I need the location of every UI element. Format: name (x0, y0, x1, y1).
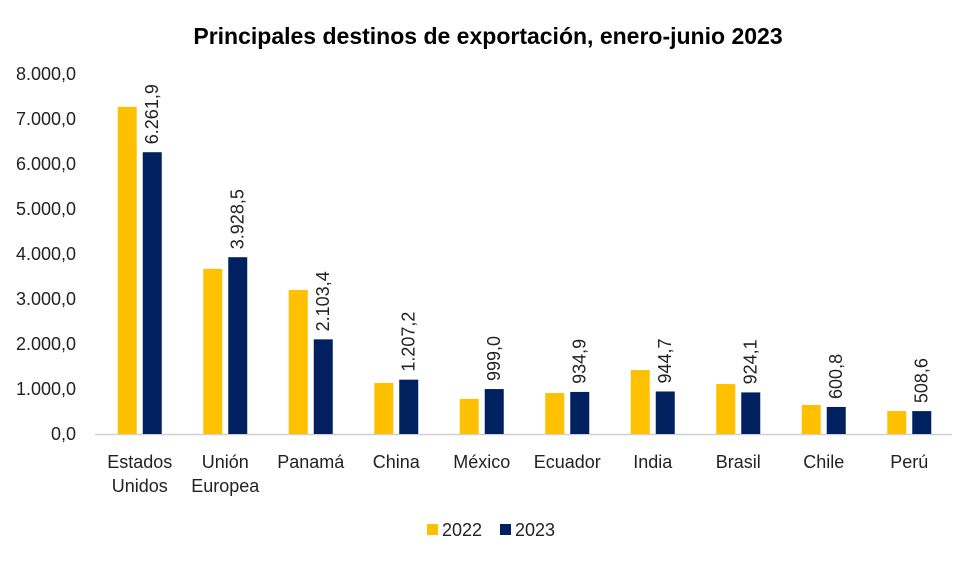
y-tick-label: 8.000,0 (16, 64, 76, 84)
legend-label: 2023 (515, 520, 555, 540)
x-tick-label: Chile (803, 452, 844, 472)
legend-label: 2022 (442, 520, 482, 540)
x-tick-label: India (633, 452, 673, 472)
data-label: 600,8 (826, 354, 846, 399)
x-tick-label: Unión (202, 452, 249, 472)
x-tick-label: México (453, 452, 510, 472)
x-tick-label: Perú (890, 452, 928, 472)
data-label: 1.207,2 (399, 312, 419, 372)
bar-2023 (570, 391, 590, 434)
y-tick-label: 2.000,0 (16, 334, 76, 354)
legend: 2022 2023 (427, 520, 555, 540)
chart-title: Principales destinos de exportación, ene… (193, 23, 782, 49)
bar-2023 (912, 411, 932, 434)
legend-swatch-2023 (500, 524, 511, 535)
x-tick-label: Ecuador (534, 452, 601, 472)
y-tick-label: 1.000,0 (16, 379, 76, 399)
bar-2022 (545, 393, 565, 434)
y-tick-label: 7.000,0 (16, 109, 76, 129)
bar-2023 (399, 379, 419, 434)
y-tick-label: 0,0 (51, 424, 76, 444)
bar-2022 (801, 404, 821, 434)
bar-2022 (887, 411, 907, 434)
data-label: 999,0 (484, 336, 504, 381)
bar-2023 (741, 392, 761, 434)
bar-2023 (484, 389, 504, 434)
data-label: 508,6 (912, 358, 932, 403)
bar-2022 (203, 268, 223, 434)
data-label: 3.928,5 (228, 189, 248, 249)
y-axis: 0,0 1.000,0 2.000,0 3.000,0 4.000,0 5.000,0 6.… (16, 64, 76, 444)
x-tick-label: China (373, 452, 421, 472)
x-tick-label: Panamá (277, 452, 345, 472)
bars: 6.261,9 3.928,5 2.103,4 1.207,2 999,0 934,9 94… (117, 84, 932, 435)
x-axis: Estados Unidos Unión Europea Panamá China Méxi… (107, 452, 928, 496)
y-tick-label: 4.000,0 (16, 244, 76, 264)
x-tick-label: Europea (191, 476, 260, 496)
bar-2022 (117, 106, 137, 434)
bar-2023 (228, 257, 248, 434)
bar-2022 (288, 290, 308, 434)
bar-2022 (716, 384, 736, 434)
data-label: 2.103,4 (313, 271, 333, 331)
legend-swatch-2022 (427, 524, 438, 535)
x-tick-label: Brasil (716, 452, 761, 472)
data-label: 944,7 (655, 338, 675, 383)
data-label: 934,9 (570, 339, 590, 384)
data-label: 924,1 (741, 339, 761, 384)
x-tick-label: Unidos (112, 476, 168, 496)
bar-2023 (142, 152, 162, 435)
y-tick-label: 3.000,0 (16, 289, 76, 309)
bar-2022 (374, 382, 394, 434)
bar-2023 (826, 406, 846, 434)
x-tick-label: Estados (107, 452, 172, 472)
bar-2022 (630, 370, 650, 434)
bar-2022 (459, 398, 479, 434)
bar-2023 (655, 391, 675, 434)
bar-2023 (313, 339, 333, 434)
data-label: 6.261,9 (142, 84, 162, 144)
y-tick-label: 5.000,0 (16, 199, 76, 219)
y-tick-label: 6.000,0 (16, 154, 76, 174)
